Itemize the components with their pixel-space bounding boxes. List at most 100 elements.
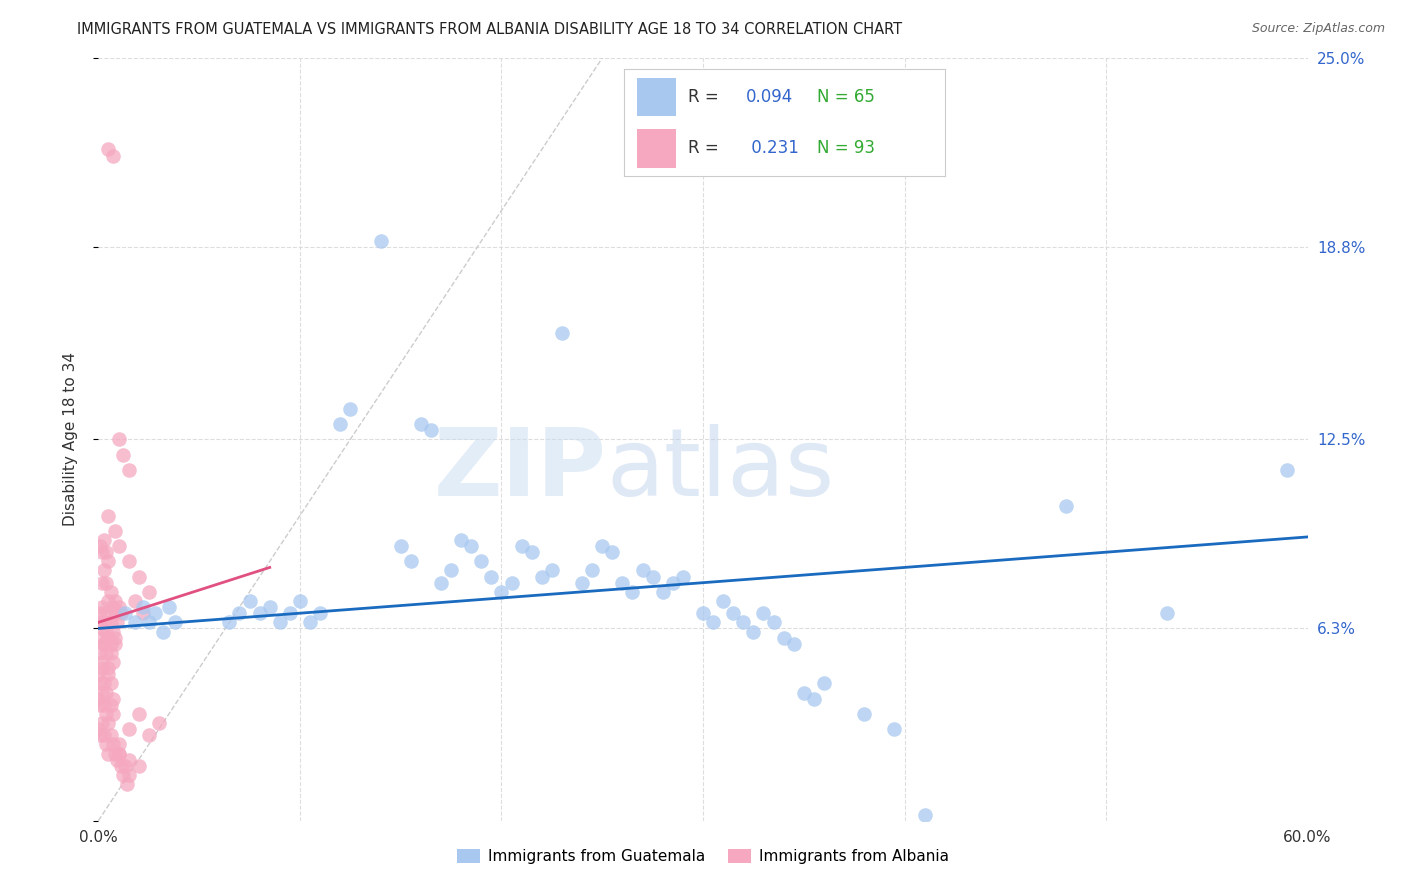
Point <box>89 539 111 553</box>
Point <box>762 615 785 630</box>
Point <box>278 606 301 620</box>
Point <box>772 631 794 645</box>
Point <box>101 706 124 721</box>
Point <box>124 594 146 608</box>
Point <box>96 737 118 751</box>
Point <box>157 600 180 615</box>
Point <box>742 624 765 639</box>
Point <box>93 564 115 578</box>
Point <box>132 606 155 620</box>
Point <box>100 637 122 651</box>
Point <box>711 594 734 608</box>
Point <box>672 569 695 583</box>
Legend: Immigrants from Guatemala, Immigrants from Albania: Immigrants from Guatemala, Immigrants fr… <box>451 843 955 871</box>
Text: atlas: atlas <box>606 424 835 516</box>
Point <box>218 615 240 630</box>
Point <box>87 691 110 706</box>
Point <box>752 606 775 620</box>
Point <box>96 646 118 660</box>
Point <box>103 594 125 608</box>
Point <box>450 533 472 547</box>
Point <box>163 615 186 630</box>
Point <box>101 737 124 751</box>
Point <box>101 691 124 706</box>
Point <box>105 753 128 767</box>
Point <box>100 585 122 599</box>
Point <box>813 676 835 690</box>
Point <box>551 326 574 340</box>
Point <box>103 606 125 620</box>
Point <box>91 600 114 615</box>
Point <box>103 631 125 645</box>
Point <box>93 728 115 742</box>
Point <box>309 606 332 620</box>
Point <box>100 676 122 690</box>
Text: ZIP: ZIP <box>433 424 606 516</box>
Point <box>259 600 281 615</box>
Point <box>128 569 150 583</box>
Point <box>93 637 115 651</box>
Point <box>399 554 422 568</box>
Y-axis label: Disability Age 18 to 34: Disability Age 18 to 34 <box>63 352 77 526</box>
Point <box>91 716 114 731</box>
Point <box>269 615 291 630</box>
Point <box>118 463 141 477</box>
Point <box>723 606 745 620</box>
Point <box>97 508 120 523</box>
Point <box>128 758 150 772</box>
Point <box>93 615 115 630</box>
Point <box>97 594 120 608</box>
Point <box>97 667 120 681</box>
Point <box>91 622 114 636</box>
Point <box>470 554 492 568</box>
Point <box>114 758 136 772</box>
Point <box>96 685 118 699</box>
Point <box>370 234 392 248</box>
Point <box>1277 463 1299 477</box>
Point <box>641 569 664 583</box>
Point <box>540 564 562 578</box>
Point <box>124 615 146 630</box>
Point <box>491 585 513 599</box>
Point <box>692 606 714 620</box>
Point <box>89 676 111 690</box>
Point <box>97 554 120 568</box>
Point <box>440 564 463 578</box>
Point <box>93 676 115 690</box>
Point <box>100 615 122 630</box>
Text: Source: ZipAtlas.com: Source: ZipAtlas.com <box>1251 22 1385 36</box>
Point <box>631 564 654 578</box>
Point <box>430 575 453 590</box>
Point <box>702 615 724 630</box>
Point <box>107 433 129 447</box>
Text: IMMIGRANTS FROM GUATEMALA VS IMMIGRANTS FROM ALBANIA DISABILITY AGE 18 TO 34 COR: IMMIGRANTS FROM GUATEMALA VS IMMIGRANTS … <box>77 22 903 37</box>
Point <box>100 728 122 742</box>
Point <box>96 624 118 639</box>
Point <box>288 594 311 608</box>
Point <box>103 637 125 651</box>
Point <box>91 661 114 675</box>
Point <box>101 624 124 639</box>
Point <box>87 667 110 681</box>
Point <box>97 631 120 645</box>
Point <box>389 539 412 553</box>
Point <box>114 606 136 620</box>
Point <box>96 606 118 620</box>
Point <box>105 615 128 630</box>
Point <box>107 539 129 553</box>
Point <box>612 575 634 590</box>
Point <box>460 539 482 553</box>
Point <box>591 539 613 553</box>
Point <box>481 569 503 583</box>
Point <box>299 615 322 630</box>
Point <box>661 575 683 590</box>
Point <box>128 706 150 721</box>
Point <box>87 722 110 736</box>
Point <box>107 600 129 615</box>
Point <box>249 606 271 620</box>
Point <box>115 777 138 791</box>
Point <box>110 758 132 772</box>
Point <box>93 698 115 712</box>
Point <box>581 564 603 578</box>
Point <box>96 706 118 721</box>
